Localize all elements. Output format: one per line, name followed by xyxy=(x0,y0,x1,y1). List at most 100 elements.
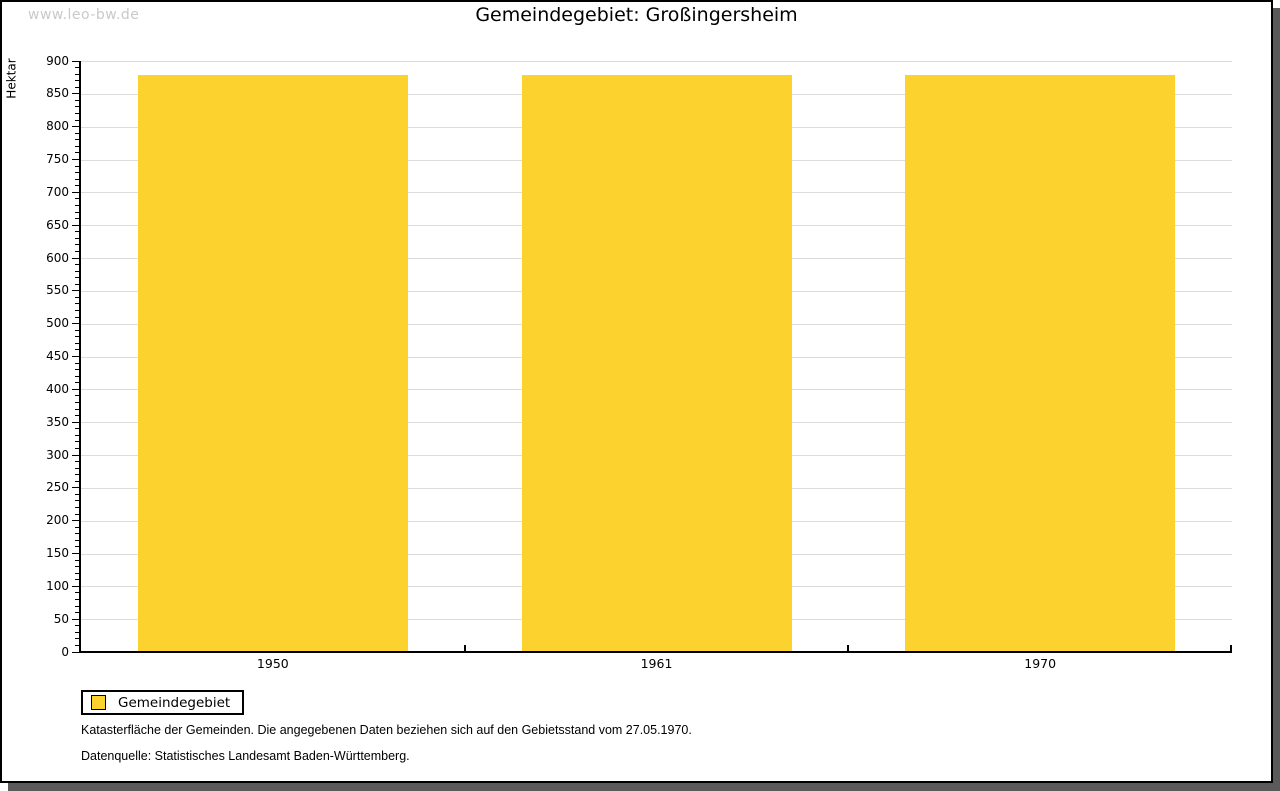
y-major-tick xyxy=(72,159,79,160)
y-minor-tick xyxy=(75,480,79,482)
footnote-line-1: Katasterfläche der Gemeinden. Die angege… xyxy=(81,723,692,737)
y-minor-tick xyxy=(75,99,79,101)
y-minor-tick xyxy=(75,539,79,541)
x-tick-label: 1970 xyxy=(1024,656,1057,671)
y-minor-tick xyxy=(75,612,79,614)
bar-1961 xyxy=(521,75,792,652)
y-minor-tick xyxy=(75,500,79,502)
y-minor-tick xyxy=(75,211,79,213)
y-tick-label: 400 xyxy=(46,381,69,396)
y-major-tick xyxy=(72,191,79,193)
x-end-tick xyxy=(1230,645,1232,651)
y-minor-tick xyxy=(75,401,79,403)
y-minor-tick xyxy=(75,106,79,108)
y-minor-tick xyxy=(75,526,79,528)
footnote-line-2: Datenquelle: Statistisches Landesamt Bad… xyxy=(81,749,410,763)
y-minor-tick xyxy=(75,73,79,75)
y-tick-label: 650 xyxy=(46,217,69,232)
y-minor-tick xyxy=(75,507,79,509)
y-minor-tick xyxy=(75,559,79,561)
y-minor-tick xyxy=(75,362,79,364)
y-minor-tick xyxy=(75,342,79,344)
y-minor-tick xyxy=(75,264,79,266)
y-major-tick xyxy=(72,257,79,259)
y-major-tick xyxy=(72,388,79,390)
y-minor-tick xyxy=(75,316,79,318)
y-minor-tick xyxy=(75,349,79,351)
y-minor-tick xyxy=(75,172,79,174)
y-major-tick xyxy=(72,60,79,62)
y-minor-tick xyxy=(75,592,79,594)
y-minor-tick xyxy=(75,375,79,377)
y-tick-label: 850 xyxy=(46,86,69,101)
y-minor-tick xyxy=(75,598,79,600)
y-minor-tick xyxy=(75,493,79,495)
y-minor-tick xyxy=(75,178,79,180)
y-minor-tick xyxy=(75,369,79,371)
y-tick-label: 750 xyxy=(46,152,69,166)
y-minor-tick xyxy=(75,296,79,298)
x-tick-label: 1961 xyxy=(640,656,673,671)
legend-swatch-icon xyxy=(91,695,106,710)
y-tick-label: 550 xyxy=(46,283,69,298)
legend-label: Gemeindegebiet xyxy=(118,694,231,711)
y-minor-tick xyxy=(75,218,79,220)
x-tick-label: 1950 xyxy=(256,656,289,671)
y-minor-tick xyxy=(75,277,79,279)
y-tick-label: 700 xyxy=(46,184,69,199)
plot-area: 1950 1961 1970 0 50 100 150 200 250 300 350 400 450 5… xyxy=(2,2,1271,781)
y-minor-tick xyxy=(75,231,79,233)
y-minor-tick xyxy=(75,237,79,239)
y-minor-tick xyxy=(75,185,79,187)
x-boundary-tick xyxy=(847,645,850,651)
y-major-tick xyxy=(72,618,79,620)
y-minor-tick xyxy=(75,250,79,252)
y-minor-tick xyxy=(75,67,79,69)
y-minor-tick xyxy=(75,310,79,312)
y-minor-tick xyxy=(75,382,79,384)
y-minor-tick xyxy=(75,572,79,574)
y-minor-tick xyxy=(75,270,79,272)
y-minor-tick xyxy=(75,244,79,246)
y-major-tick xyxy=(72,290,79,292)
y-minor-tick xyxy=(75,113,79,115)
gridline xyxy=(81,61,1232,62)
y-major-tick xyxy=(72,651,79,653)
y-tick-label: 300 xyxy=(46,447,69,462)
y-minor-tick xyxy=(75,283,79,285)
y-major-tick xyxy=(72,93,79,95)
y-major-tick xyxy=(72,553,79,554)
y-minor-tick xyxy=(75,533,79,535)
y-minor-tick xyxy=(75,461,79,463)
legend: Gemeindegebiet xyxy=(81,690,245,715)
y-tick-label: 250 xyxy=(46,480,69,495)
y-minor-tick xyxy=(75,132,79,134)
y-tick-label: 100 xyxy=(46,578,69,593)
y-minor-tick xyxy=(75,395,79,397)
y-tick-label: 350 xyxy=(46,414,69,429)
y-minor-tick xyxy=(75,605,79,607)
y-minor-tick xyxy=(75,145,79,147)
y-minor-tick xyxy=(75,139,79,141)
y-major-tick xyxy=(72,224,79,226)
y-tick-label: 50 xyxy=(53,611,69,626)
y-major-tick xyxy=(72,356,79,357)
y-minor-tick xyxy=(75,329,79,331)
y-major-tick xyxy=(72,323,79,325)
y-minor-tick xyxy=(75,303,79,305)
y-minor-tick xyxy=(75,447,79,449)
y-minor-tick xyxy=(75,638,79,640)
y-major-tick xyxy=(72,487,79,489)
y-minor-tick xyxy=(75,513,79,515)
y-minor-tick xyxy=(75,579,79,581)
y-major-tick xyxy=(72,454,79,456)
bar-1970 xyxy=(905,75,1176,652)
y-tick-label: 450 xyxy=(46,349,69,363)
y-minor-tick xyxy=(75,566,79,568)
y-minor-tick xyxy=(75,625,79,627)
y-minor-tick xyxy=(75,86,79,88)
y-minor-tick xyxy=(75,204,79,206)
y-minor-tick xyxy=(75,152,79,154)
